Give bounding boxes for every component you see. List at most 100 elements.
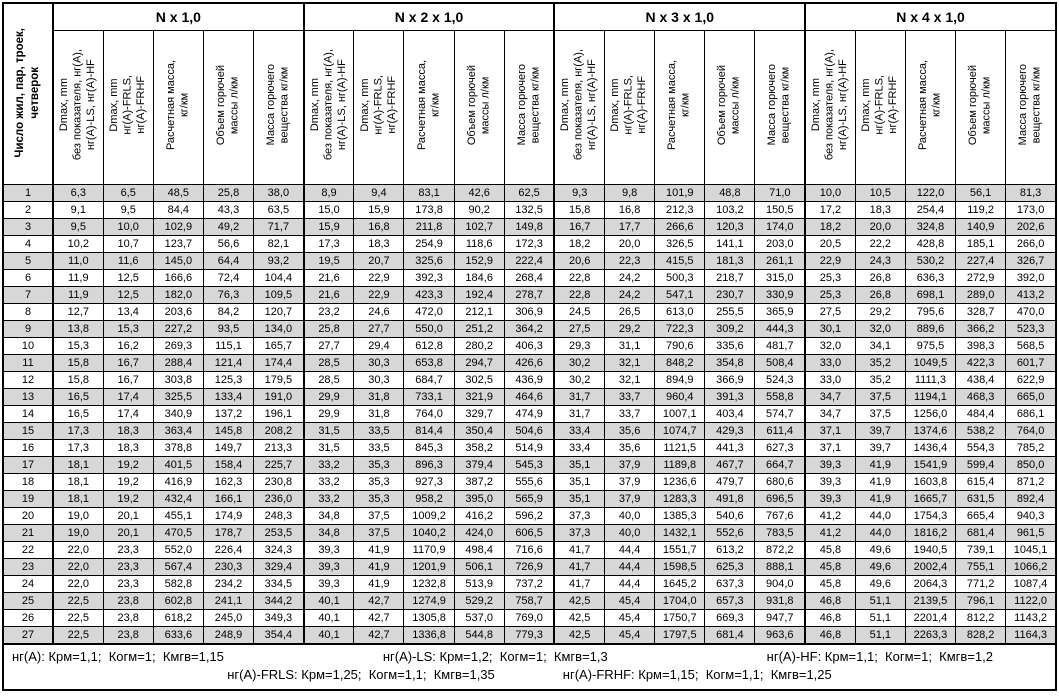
value-cell: 889,6 (904, 320, 957, 338)
value-cell: 6,5 (102, 184, 154, 202)
table-row: 22 22,0 23,3 552,0 226,4 324,3 39,3 41,9 1170,9 4… (2, 541, 1057, 559)
value-cell: 22,0 (51, 558, 104, 576)
value-cell: 1201,9 (403, 558, 455, 576)
col-header-calc-mass-g2: Расчетная масса, кг/км (403, 30, 455, 185)
value-cell: 174,4 (253, 354, 305, 372)
value-cell: 41,2 (804, 507, 856, 525)
group-title-nx2x1: N x 2 x 1,0 (302, 2, 555, 31)
value-cell: 306,9 (503, 303, 555, 321)
value-cell: 27,5 (804, 303, 856, 321)
value-cell: 530,2 (904, 252, 957, 270)
value-cell: 39,3 (804, 490, 856, 508)
col-header-dmax-label: Dmax, mm без показателя, нг(А), нг(А)-LS… (58, 49, 98, 161)
table-row: 7 11,9 12,5 182,0 76,3 109,5 21,6 22,9 423,3 192,… (2, 286, 1057, 304)
value-cell: 56,1 (955, 184, 1007, 202)
value-cell: 622,9 (1005, 371, 1057, 389)
value-cell: 203,0 (754, 235, 806, 253)
value-cell: 657,3 (704, 592, 756, 610)
value-cell: 33,7 (604, 388, 656, 406)
value-cell: 288,4 (152, 354, 204, 372)
value-cell: 35,1 (553, 473, 606, 491)
value-cell: 424,0 (453, 524, 505, 542)
value-cell: 438,4 (955, 371, 1007, 389)
col-header-calc-mass-g3: Расчетная масса, кг/км (654, 30, 706, 185)
value-cell: 19,0 (51, 524, 104, 542)
value-cell: 35,3 (353, 473, 405, 491)
value-cell: 63,5 (253, 201, 305, 219)
value-cell: 41,9 (854, 490, 906, 508)
value-cell: 467,7 (704, 456, 756, 474)
value-cell: 16,7 (102, 354, 154, 372)
value-cell: 354,4 (253, 626, 305, 645)
row-number: 4 (2, 235, 54, 253)
value-cell: 1194,1 (904, 388, 957, 406)
row-number: 10 (2, 337, 54, 355)
value-cell: 39,7 (854, 439, 906, 457)
table-row: 20 19,0 20,1 455,1 174,9 248,3 34,8 37,5 1009,2 4… (2, 507, 1057, 525)
row-number: 16 (2, 439, 54, 457)
value-cell: 474,9 (503, 405, 555, 423)
value-cell: 16,7 (553, 218, 606, 236)
value-cell: 500,3 (654, 269, 706, 287)
value-cell: 1087,4 (1005, 575, 1057, 593)
col-header-dmax-fr-label: Dmax, mm нг(А)-FRLS, нг(А)-FRHF (107, 75, 147, 135)
value-cell: 26,5 (604, 303, 656, 321)
value-cell: 366,9 (704, 371, 756, 389)
value-cell: 1704,0 (654, 592, 706, 610)
value-cell: 1049,5 (904, 354, 957, 372)
row-number: 12 (2, 371, 54, 389)
value-cell: 329,4 (253, 558, 305, 576)
value-cell: 16,7 (102, 371, 154, 389)
value-cell: 790,6 (654, 337, 706, 355)
value-cell: 137,2 (202, 405, 255, 423)
col-header-comb-mass-label: Масса горючего вещества кг/км (264, 64, 291, 146)
value-cell: 278,7 (503, 286, 555, 304)
value-cell: 125,3 (202, 371, 255, 389)
value-cell: 354,8 (704, 354, 756, 372)
value-cell: 637,3 (704, 575, 756, 593)
value-cell: 23,3 (102, 575, 154, 593)
value-cell: 615,4 (955, 473, 1007, 491)
value-cell: 892,4 (1005, 490, 1057, 508)
value-cell: 785,2 (1005, 439, 1057, 457)
row-number: 25 (2, 592, 54, 610)
table-row: 25 22,5 23,8 602,8 241,1 344,2 40,1 42,7 1274,9 5… (2, 592, 1057, 610)
value-cell: 103,2 (704, 201, 756, 219)
value-cell: 11,0 (51, 252, 104, 270)
value-cell: 24,6 (353, 303, 405, 321)
value-cell: 33,0 (804, 354, 856, 372)
value-cell: 185,1 (955, 235, 1007, 253)
value-cell: 31,5 (302, 422, 355, 440)
table-row: 11 15,8 16,7 288,4 121,4 174,4 28,5 30,3 653,8 29… (2, 354, 1057, 372)
col-header-comb-volume-label: Объем горючей массы л/км (465, 64, 492, 146)
value-cell: 1170,9 (403, 541, 455, 559)
value-cell: 33,4 (553, 422, 606, 440)
value-cell: 684,7 (403, 371, 455, 389)
row-number: 15 (2, 422, 54, 440)
value-cell: 472,0 (403, 303, 455, 321)
value-cell: 379,4 (453, 456, 505, 474)
value-cell: 173,0 (1005, 201, 1057, 219)
value-cell: 1111,3 (904, 371, 957, 389)
value-cell: 767,6 (754, 507, 806, 525)
value-cell: 230,3 (202, 558, 255, 576)
value-cell: 22,8 (553, 286, 606, 304)
value-cell: 455,1 (152, 507, 204, 525)
value-cell: 20,7 (353, 252, 405, 270)
value-cell: 266,0 (1005, 235, 1057, 253)
value-cell: 16,5 (51, 405, 104, 423)
value-cell: 109,5 (253, 286, 305, 304)
value-cell: 1374,6 (904, 422, 957, 440)
value-cell: 49,6 (854, 541, 906, 559)
value-cell: 93,5 (202, 320, 255, 338)
value-cell: 1541,9 (904, 456, 957, 474)
value-cell: 1797,5 (654, 626, 706, 645)
value-cell: 537,0 (453, 609, 505, 627)
row-number: 6 (2, 269, 54, 287)
value-cell: 506,1 (453, 558, 505, 576)
value-cell: 40,0 (604, 524, 656, 542)
col-header-dmax-fr-label: Dmax, mm нг(А)-FRLS, нг(А)-FRHF (609, 75, 649, 135)
value-cell: 631,5 (955, 490, 1007, 508)
value-cell: 18,3 (102, 439, 154, 457)
value-cell: 681,4 (704, 626, 756, 645)
